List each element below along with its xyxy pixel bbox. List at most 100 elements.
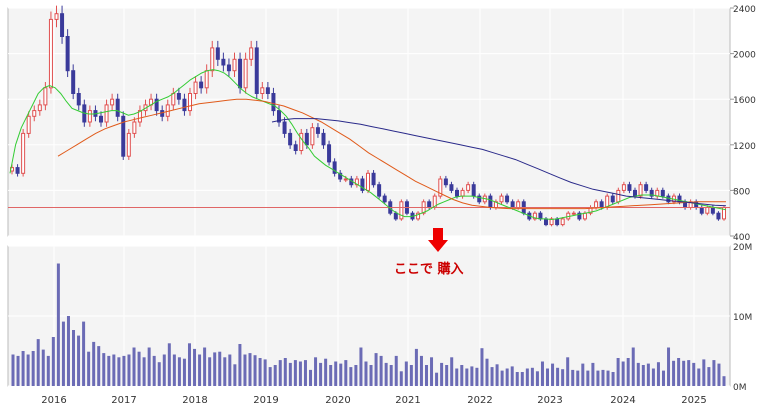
- volume-bar: [87, 351, 91, 386]
- candle-body: [638, 184, 643, 197]
- ma-short-line: [9, 69, 727, 221]
- candle-body: [549, 218, 554, 226]
- volume-bar: [288, 362, 292, 386]
- volume-bar: [268, 367, 272, 386]
- candle-body: [360, 178, 365, 191]
- volume-bar: [41, 349, 45, 386]
- volume-bar: [551, 363, 555, 386]
- volume-bar: [389, 365, 393, 386]
- volume-bar: [525, 368, 529, 386]
- volume-bar: [187, 343, 191, 386]
- volume-bar: [430, 357, 434, 386]
- volume-bar: [495, 364, 499, 386]
- candle-body: [188, 93, 192, 112]
- candle-body: [132, 121, 137, 134]
- candle-body: [54, 13, 59, 20]
- volume-bar: [576, 370, 580, 386]
- volume-bar: [596, 370, 600, 386]
- volume-bar: [616, 358, 620, 386]
- y-tick-label: 1600: [733, 96, 756, 106]
- candle-body: [366, 172, 370, 191]
- candle-body: [621, 184, 626, 191]
- y-tick-label: 800: [733, 187, 750, 197]
- volume-bar: [571, 369, 575, 386]
- candle-body: [71, 70, 76, 94]
- volume-bar: [218, 351, 222, 386]
- volume-bar: [490, 367, 494, 386]
- volume-bar: [712, 360, 716, 386]
- volume-bar: [424, 365, 428, 386]
- volume-bar: [450, 357, 454, 386]
- volume-bar: [626, 358, 630, 386]
- volume-bar: [364, 361, 368, 386]
- x-tick-label: 2021: [395, 395, 420, 406]
- candle-body: [510, 201, 515, 209]
- volume-bar: [253, 355, 257, 386]
- candle-body: [243, 58, 248, 89]
- candle-body: [466, 184, 471, 191]
- volume-bar: [36, 339, 40, 386]
- volume-bar: [470, 366, 474, 386]
- volume-bar: [717, 363, 721, 386]
- x-tick-label: 2016: [41, 395, 66, 406]
- candle-body: [644, 184, 649, 191]
- volume-bar: [309, 369, 313, 386]
- candle-body: [594, 201, 599, 209]
- volume-bar: [646, 363, 650, 386]
- candle-body: [716, 212, 721, 220]
- candle-body: [710, 207, 715, 214]
- volume-bar: [248, 353, 252, 386]
- candle-body: [516, 201, 521, 209]
- volume-bar: [172, 354, 176, 386]
- volume-bar: [409, 365, 413, 386]
- candle-body: [293, 144, 298, 152]
- candle-body: [176, 93, 181, 100]
- volume-bar: [667, 347, 671, 386]
- volume-bar: [102, 353, 106, 386]
- axis-labels: 2016 2017 2018 2019 2020 2021 2022 2023 2024 2025…: [41, 5, 756, 406]
- candle-body: [582, 212, 587, 220]
- y-tick-label: 2400: [733, 5, 756, 15]
- candle-body: [321, 132, 326, 146]
- volume-bar: [677, 358, 681, 386]
- candle-body: [265, 87, 270, 95]
- volume-bar: [263, 359, 267, 386]
- candle-body: [699, 207, 704, 214]
- candle-body: [371, 172, 376, 186]
- volume-bar: [546, 368, 550, 386]
- candle-body: [705, 207, 710, 214]
- candle-body: [455, 189, 459, 197]
- candle-body: [544, 218, 548, 226]
- volume-bar: [601, 369, 605, 386]
- x-tick-label: 2017: [111, 395, 136, 406]
- x-tick-label: 2023: [537, 395, 562, 406]
- volume-bar: [404, 361, 408, 386]
- candle-body: [249, 47, 254, 60]
- volume-bar: [475, 367, 479, 386]
- candle-body: [299, 132, 304, 151]
- y-tick-label: 400: [733, 233, 750, 243]
- volume-bar: [394, 355, 398, 386]
- candle-body: [254, 47, 259, 94]
- candle-body: [599, 201, 604, 209]
- candle-body: [660, 189, 665, 197]
- volume-bar: [661, 370, 665, 386]
- volume-bar: [11, 354, 15, 386]
- volume-bar: [530, 367, 534, 386]
- y-tick-label: 2000: [733, 51, 756, 61]
- x-tick-label: 2022: [467, 395, 492, 406]
- volume-bar: [656, 362, 660, 386]
- volume-bar: [72, 330, 76, 386]
- candle-body: [532, 212, 537, 220]
- ma-mid-line: [57, 98, 726, 210]
- volume-bar: [556, 367, 560, 386]
- moving-average-lines: [8, 69, 730, 221]
- volume-bar: [61, 321, 65, 386]
- candle-body: [460, 189, 465, 197]
- candle-body: [538, 212, 543, 220]
- volume-bar: [591, 362, 595, 386]
- volume-bars: [11, 263, 726, 386]
- volume-bar: [258, 358, 262, 386]
- volume-bar: [515, 372, 519, 386]
- volume-bar: [621, 361, 625, 386]
